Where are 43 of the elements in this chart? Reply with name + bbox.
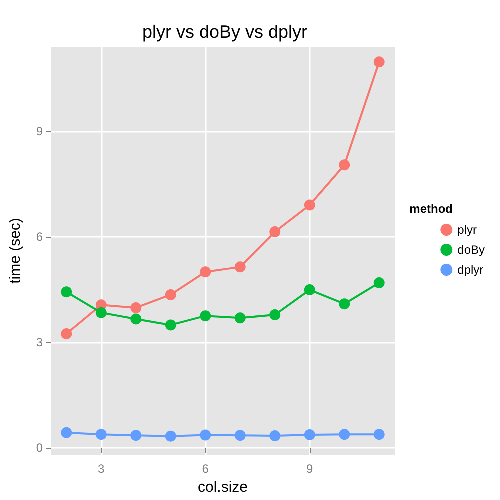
point (200, 266, 212, 278)
x-tick-label: 3 (98, 462, 106, 476)
point (130, 302, 142, 314)
point (304, 429, 316, 440)
point (130, 430, 142, 442)
point (374, 429, 385, 440)
point (339, 429, 350, 440)
point (374, 56, 385, 68)
point (339, 160, 350, 171)
x-tick-label: 6 (202, 462, 210, 476)
point (339, 298, 350, 310)
y-tick-label: 9 (36, 124, 44, 138)
legend-label: plyr (458, 223, 477, 237)
x-axis-title: col.size (198, 478, 248, 496)
point (96, 429, 107, 440)
point (61, 328, 72, 340)
y-axis-title: time (sec) (7, 218, 24, 284)
point (200, 430, 212, 441)
point (130, 314, 142, 325)
x-tick-label: 9 (306, 462, 314, 476)
point (234, 312, 246, 324)
point (165, 430, 176, 442)
point (270, 310, 281, 321)
legend-title: method (410, 202, 454, 216)
point (165, 320, 176, 331)
point (304, 200, 316, 211)
legend-label: doBy (458, 243, 486, 257)
y-tick-label: 6 (36, 230, 44, 244)
y-tick-label: 0 (36, 440, 44, 455)
point (234, 430, 246, 442)
y-tick-label: 3 (36, 335, 44, 350)
point (270, 226, 281, 238)
point (165, 289, 176, 300)
legend-label: dplyr (458, 263, 484, 277)
point (96, 307, 107, 318)
point (374, 278, 385, 289)
point (200, 310, 212, 322)
point (234, 262, 246, 273)
chart-title: plyr vs doBy vs dplyr (142, 22, 308, 42)
point (61, 427, 72, 438)
point (61, 286, 72, 298)
point (270, 430, 281, 442)
point (304, 284, 316, 296)
